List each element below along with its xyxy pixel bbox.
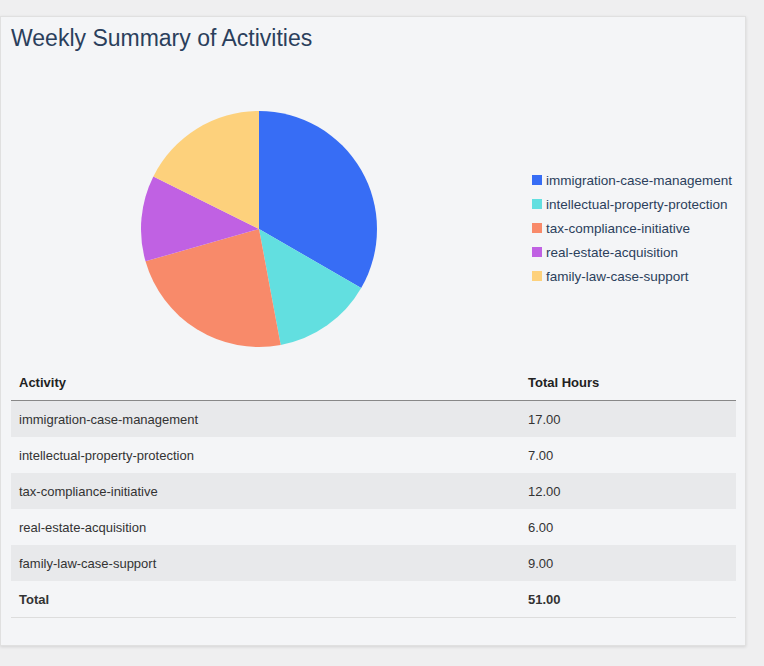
legend-item[interactable]: family-law-case-support [532,269,689,284]
table-cell: 7.00 [520,437,736,473]
legend-swatch [532,175,542,185]
legend-item[interactable]: tax-compliance-initiative [532,221,690,236]
legend-swatch [532,271,542,281]
summary-table: ActivityTotal Hoursimmigration-case-mana… [11,364,736,618]
table-cell: 12.00 [520,473,736,509]
legend-item[interactable]: immigration-case-management [532,173,732,188]
legend-label: family-law-case-support [546,269,689,284]
pie-slice[interactable] [153,111,259,229]
total-row: Total51.00 [11,581,736,618]
legend-label: real-estate-acquisition [546,245,678,260]
table-cell: family-law-case-support [11,545,520,581]
header-cell: Total Hours [520,364,736,401]
table-row: tax-compliance-initiative12.00 [11,473,736,509]
legend-label: immigration-case-management [546,173,732,188]
table-cell: 17.00 [520,401,736,438]
total-cell: 51.00 [520,581,736,618]
legend-item[interactable]: real-estate-acquisition [532,245,678,260]
table-row: real-estate-acquisition6.00 [11,509,736,545]
table-cell: 6.00 [520,509,736,545]
legend: immigration-case-management intellectual-… [532,173,732,284]
table-cell: 9.00 [520,545,736,581]
legend-item[interactable]: intellectual-property-protection [532,197,728,212]
header-cell: Activity [11,364,520,401]
chart-svg: immigration-case-management intellectual-… [1,67,745,357]
table-cell: intellectual-property-protection [11,437,520,473]
table-row: intellectual-property-protection7.00 [11,437,736,473]
legend-swatch [532,247,542,257]
pie [141,111,377,347]
total-cell: Total [11,581,520,618]
card: Weekly Summary of Activities immigration… [0,16,746,646]
legend-swatch [532,223,542,233]
table-row: immigration-case-management17.00 [11,401,736,438]
table-cell: immigration-case-management [11,401,520,438]
legend-label: tax-compliance-initiative [546,221,690,236]
legend-swatch [532,199,542,209]
legend-label: intellectual-property-protection [546,197,728,212]
table-row: family-law-case-support9.00 [11,545,736,581]
header-row: ActivityTotal Hours [11,364,736,401]
table-cell: tax-compliance-initiative [11,473,520,509]
table-cell: real-estate-acquisition [11,509,520,545]
chart-title: Weekly Summary of Activities [11,25,312,52]
